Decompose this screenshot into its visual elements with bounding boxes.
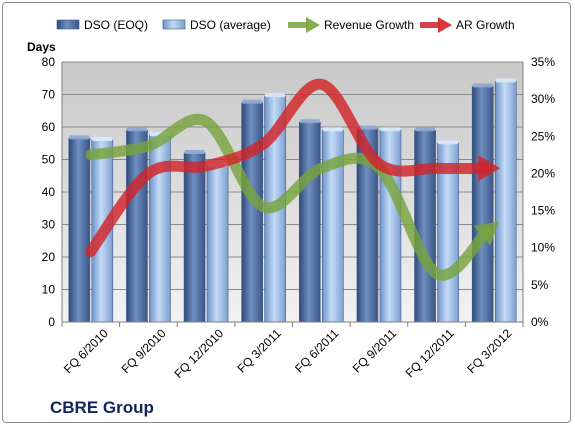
legend-swatch-dso-eoq	[56, 19, 80, 30]
line-ar-growth	[85, 78, 490, 257]
legend-label-ar-growth: AR Growth	[456, 18, 515, 32]
x-tick-label: FQ 6/2011	[292, 326, 342, 376]
y2-tick-label: 0%	[531, 315, 549, 329]
bar-top-dso-eoq	[299, 119, 320, 124]
y-tick-label: 60	[42, 120, 56, 134]
bar-top-dso-eoq	[184, 150, 205, 154]
bar-top-dso-average	[438, 140, 459, 145]
legend-label-dso-average: DSO (average)	[190, 18, 271, 32]
x-tick-label: FQ 9/2010	[119, 326, 169, 376]
y2-tick-label: 35%	[531, 55, 555, 69]
bar-top-dso-average	[265, 93, 286, 98]
legend-arrow-revenue-growth	[306, 17, 320, 33]
legend: DSO (EOQ) DSO (average) Revenue Growth AR G…	[56, 17, 515, 33]
bar-dso-eoq	[68, 138, 91, 323]
y-tick-label: 70	[42, 88, 56, 102]
bar-top-dso-average	[92, 137, 113, 141]
bar-top-dso-average	[495, 78, 516, 83]
y-tick-label: 20	[42, 250, 56, 264]
y2-tick-label: 15%	[531, 204, 555, 218]
x-tick-label: FQ 6/2010	[61, 326, 111, 376]
y-tick-label: 30	[42, 218, 56, 232]
y2-tick-label: 10%	[531, 241, 555, 255]
y-tick-label: 40	[42, 185, 56, 199]
bar-dso-eoq	[471, 86, 494, 323]
x-tick-label: FQ 3/2012	[464, 326, 514, 376]
company-name: CBRE Group	[50, 398, 154, 417]
bar-top-dso-eoq	[126, 127, 147, 132]
bar-top-dso-eoq	[357, 125, 378, 130]
legend-swatch-dso-average	[162, 19, 186, 30]
bar-top-dso-eoq	[415, 127, 436, 132]
y-tick-label: 80	[42, 55, 56, 69]
y-tick-label: 0	[48, 315, 55, 329]
bar-top-dso-eoq	[242, 99, 263, 104]
legend-label-revenue-growth: Revenue Growth	[324, 18, 414, 32]
y2-tick-label: 25%	[531, 129, 555, 143]
y-tick-label: 10	[42, 283, 56, 297]
line-revenue-growth	[85, 113, 493, 281]
legend-label-dso-eoq: DSO (EOQ)	[84, 18, 148, 32]
x-tick-label: FQ 12/2011	[403, 326, 457, 380]
bar-dso-eoq	[126, 129, 148, 323]
arrowhead-revenue-growth	[473, 221, 499, 246]
arrowhead-ar-growth	[478, 155, 501, 182]
y2-tick-label: 20%	[531, 166, 555, 180]
y2-tick-label: 5%	[531, 278, 549, 292]
bar-dso-eoq	[241, 102, 263, 323]
bar-top-dso-eoq	[69, 135, 90, 140]
y2-tick-label: 30%	[531, 92, 555, 106]
x-tick-label: FQ 12/2010	[171, 326, 226, 381]
bar-dso-average	[379, 129, 402, 323]
bar-top-dso-eoq	[472, 83, 493, 88]
legend-arrow-ar-growth	[438, 17, 452, 33]
x-tick-label: FQ 3/2011	[234, 326, 284, 376]
x-tick-label: FQ 9/2011	[350, 326, 400, 376]
bar-dso-eoq	[183, 152, 206, 323]
bar-dso-eoq	[299, 121, 321, 323]
bar-top-dso-average	[380, 127, 401, 132]
growth-lines	[85, 78, 501, 281]
y-axis-title: Days	[27, 40, 56, 54]
y-tick-label: 50	[42, 153, 56, 167]
bar-top-dso-average	[322, 127, 343, 132]
bar-dso-eoq	[414, 129, 436, 323]
bar-dso-average	[206, 165, 229, 323]
bar-dso-average	[494, 81, 517, 323]
